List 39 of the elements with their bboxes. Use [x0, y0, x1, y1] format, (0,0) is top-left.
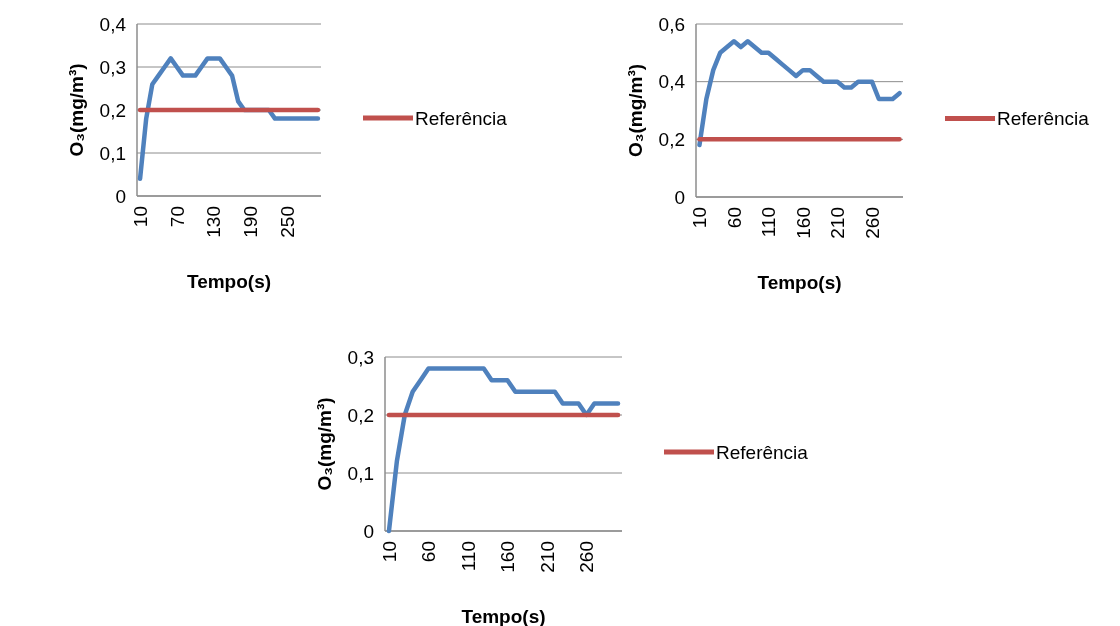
- x-tick-label: 10: [129, 206, 151, 228]
- legend-label: Referência: [997, 108, 1090, 130]
- x-tick-label: 250: [276, 206, 298, 238]
- x-tick-label: 260: [576, 541, 598, 573]
- legend-label: Referência: [716, 441, 809, 463]
- x-tick-label: 160: [497, 541, 519, 573]
- x-tick-label: 160: [792, 207, 814, 239]
- line-series: [697, 39, 902, 148]
- x-tick-label: 10: [378, 541, 400, 563]
- x-tick-label: 60: [418, 541, 440, 563]
- x-tick-label: 190: [240, 206, 262, 238]
- y-tick-label: 0: [363, 520, 374, 542]
- y-axis-title: O₃(mg/m³): [625, 63, 646, 158]
- y-tick-label: 0,2: [658, 128, 685, 150]
- x-tick-label: 110: [457, 541, 479, 572]
- y-tick-label: 0,4: [658, 71, 686, 93]
- y-axis-title: O₃(mg/m³): [314, 397, 335, 491]
- y-tick-label: 0,3: [347, 346, 374, 368]
- x-axis-title: Tempo(s): [757, 272, 842, 293]
- legend-label: Referência: [415, 107, 508, 129]
- y-tick-label: 0,3: [99, 56, 126, 78]
- x-tick-label: 260: [861, 207, 883, 239]
- y-tick-label: 0,2: [347, 404, 374, 426]
- y-axis-title: O₃(mg/m³): [66, 63, 87, 157]
- y-tick-label: 0,2: [99, 99, 126, 121]
- y-tick-label: 0,1: [99, 142, 126, 164]
- y-tick-label: 0,1: [347, 462, 374, 484]
- y-tick-label: 0,4: [99, 13, 127, 35]
- x-axis-title: Tempo(s): [186, 271, 272, 292]
- x-tick-label: 210: [536, 541, 558, 573]
- y-tick-label: 0,6: [658, 13, 685, 35]
- y-tick-label: 0: [115, 185, 126, 207]
- x-tick-label: 60: [723, 207, 745, 229]
- x-tick-label: 210: [827, 207, 849, 239]
- x-tick-label: 130: [203, 206, 225, 238]
- x-tick-label: 70: [166, 206, 188, 228]
- y-tick-label: 0: [674, 186, 685, 208]
- x-tick-label: 10: [689, 207, 711, 229]
- x-tick-label: 110: [758, 207, 780, 238]
